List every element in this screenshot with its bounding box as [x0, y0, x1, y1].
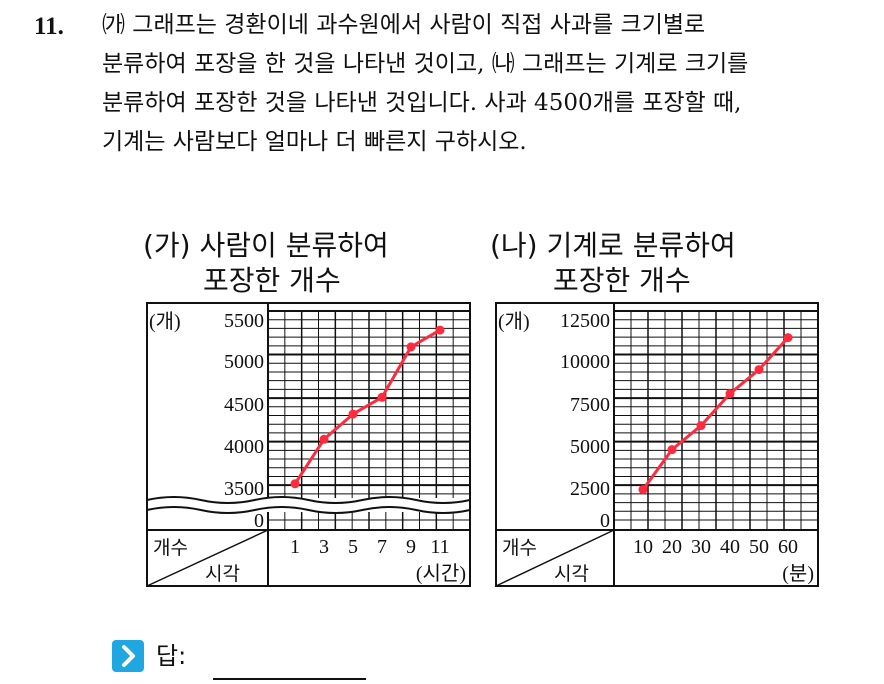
y-tick-label: 7500 [570, 394, 610, 416]
question-line: 분류하여 포장을 한 것을 나타낸 것이고, ㈏ 그래프는 기계로 크기를 [102, 51, 749, 77]
data-point [406, 342, 416, 352]
chart-title: 포장한 개수 [553, 264, 691, 297]
x-unit-label: (시간) [416, 562, 466, 585]
x-tick-label: 7 [377, 536, 387, 558]
question-text: ㈎ 그래프는 경환이네 과수원에서 사람이 직접 사과를 크기별로 분류하여 포… [102, 6, 872, 162]
x-tick-label: 40 [720, 536, 740, 558]
y-tick-label: 0 [600, 510, 610, 532]
data-point [319, 434, 329, 444]
answer-label: 답: [156, 642, 187, 670]
x-tick-label: 5 [348, 536, 358, 558]
chart-title: (가) 사람이 분류하여 [143, 229, 389, 262]
y-tick-label: 4500 [224, 394, 264, 416]
header-diagonal [495, 529, 615, 587]
question-line: ㈎ 그래프는 경환이네 과수원에서 사람이 직접 사과를 크기별로 [102, 12, 706, 38]
data-point [638, 485, 648, 495]
header-bottom-label: 시각 [205, 563, 240, 585]
y-tick-label: 12500 [560, 310, 610, 332]
y-tick-label: 4000 [224, 436, 264, 458]
question-line: 기계는 사람보다 얼마나 더 빠른지 구하시오. [102, 129, 527, 155]
y-unit-label: (개) [498, 310, 530, 333]
x-tick-label: 30 [691, 536, 711, 558]
question-number: 11. [34, 13, 64, 40]
x-tick-label: 11 [430, 536, 449, 558]
data-point [696, 421, 706, 431]
question-line: 분류하여 포장한 것을 나타낸 것입니다. 사과 4500개를 포장할 때, [102, 90, 742, 116]
data-point [435, 325, 445, 335]
chart-title: (나) 기계로 분류하여 [490, 229, 736, 262]
break-mask [148, 498, 469, 512]
data-point [377, 392, 387, 402]
y-tick-label: 5000 [570, 436, 610, 458]
x-unit-label: (분) [782, 563, 814, 585]
data-point [725, 389, 735, 399]
y-tick-label: 2500 [570, 478, 610, 500]
x-tick-label: 10 [633, 536, 653, 558]
chart-title: 포장한 개수 [203, 264, 341, 297]
series-line [293, 328, 441, 485]
x-tick-label: 1 [290, 536, 300, 558]
data-point [783, 333, 793, 343]
data-point [754, 365, 764, 375]
y-tick-label: 0 [254, 510, 264, 532]
header-bottom-label: 시각 [554, 563, 589, 585]
y-tick-label: 5000 [224, 351, 264, 373]
header-top-label: 개수 [153, 537, 188, 559]
data-point [348, 409, 358, 419]
y-tick-label: 10000 [560, 351, 610, 373]
header-top-label: 개수 [502, 537, 537, 559]
y-tick-label: 5500 [224, 310, 264, 332]
break-wave [146, 506, 471, 514]
header-diagonal [146, 529, 269, 587]
data-point [667, 445, 677, 455]
y-unit-label: (개) [149, 310, 181, 333]
break-wave [146, 496, 471, 504]
axis-break [146, 496, 471, 514]
x-tick-label: 20 [662, 536, 682, 558]
data-point [290, 479, 300, 489]
x-tick-label: 9 [406, 536, 416, 558]
x-tick-label: 50 [749, 536, 769, 558]
answer-input-line[interactable] [213, 678, 366, 680]
y-tick-label: 3500 [224, 478, 264, 500]
series-line [641, 336, 790, 491]
x-tick-label: 3 [319, 536, 329, 558]
chevron-right-icon [112, 640, 144, 672]
x-tick-label: 60 [778, 536, 798, 558]
